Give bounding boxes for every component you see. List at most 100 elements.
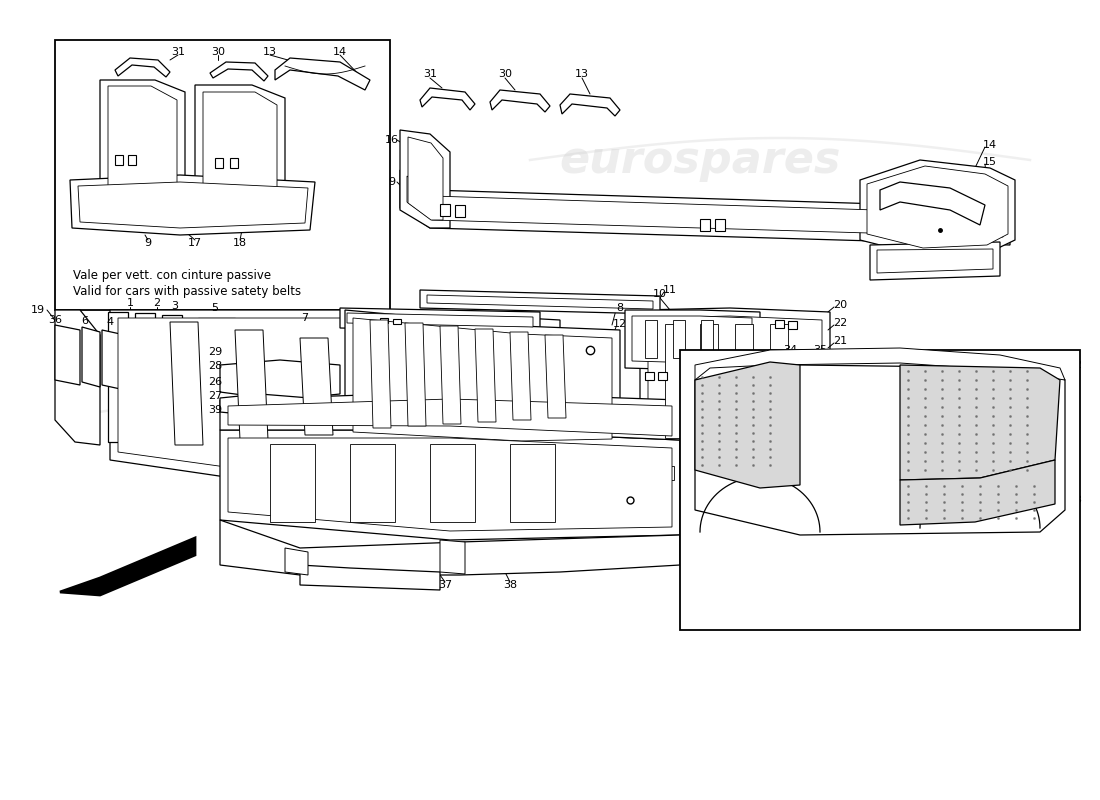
Text: 14: 14	[333, 47, 348, 57]
Polygon shape	[198, 318, 235, 443]
Polygon shape	[70, 175, 315, 235]
Text: Vale per vett. con cinture passive: Vale per vett. con cinture passive	[73, 270, 271, 282]
Text: 34: 34	[783, 345, 798, 355]
Text: 22: 22	[833, 318, 847, 328]
Polygon shape	[658, 372, 667, 380]
Polygon shape	[195, 85, 285, 214]
Polygon shape	[440, 204, 450, 216]
Polygon shape	[877, 249, 993, 273]
Text: 38: 38	[503, 580, 517, 590]
Text: 25: 25	[738, 500, 752, 510]
Polygon shape	[750, 466, 764, 480]
Polygon shape	[118, 318, 550, 476]
Polygon shape	[228, 399, 672, 436]
Polygon shape	[420, 290, 660, 314]
Text: 28: 28	[208, 361, 222, 371]
Polygon shape	[867, 166, 1008, 248]
Polygon shape	[900, 460, 1055, 525]
Polygon shape	[220, 394, 310, 416]
Text: Valid for cars with passive satety belts: Valid for cars with passive satety belts	[73, 285, 301, 298]
Polygon shape	[210, 62, 268, 81]
Polygon shape	[632, 316, 752, 363]
Polygon shape	[648, 462, 822, 487]
Polygon shape	[735, 324, 754, 438]
Polygon shape	[705, 466, 719, 480]
Polygon shape	[475, 329, 496, 422]
Polygon shape	[788, 321, 798, 329]
Text: 17: 17	[188, 238, 202, 248]
Text: 6: 6	[81, 316, 88, 326]
Polygon shape	[116, 155, 123, 165]
Polygon shape	[430, 354, 463, 425]
Text: 20: 20	[833, 300, 847, 310]
Text: 11: 11	[663, 285, 676, 295]
Polygon shape	[700, 219, 710, 231]
Bar	[680, 350, 1080, 630]
Polygon shape	[660, 466, 674, 480]
Polygon shape	[55, 325, 80, 385]
Text: 3: 3	[172, 301, 178, 311]
Polygon shape	[673, 320, 685, 358]
Text: 31: 31	[424, 69, 437, 79]
Text: 39: 39	[208, 405, 222, 415]
Polygon shape	[860, 160, 1015, 255]
Polygon shape	[220, 520, 680, 575]
Text: 4: 4	[107, 317, 113, 327]
Text: eurospares: eurospares	[559, 389, 840, 431]
Polygon shape	[270, 444, 315, 522]
Polygon shape	[715, 219, 725, 231]
Polygon shape	[162, 315, 182, 442]
Polygon shape	[645, 372, 654, 380]
Polygon shape	[440, 326, 461, 424]
Text: 7: 7	[301, 313, 309, 323]
Text: 2: 2	[153, 298, 161, 308]
Polygon shape	[405, 323, 426, 426]
Polygon shape	[400, 130, 450, 228]
Polygon shape	[870, 242, 1000, 280]
Text: 24: 24	[771, 500, 785, 510]
Text: 19: 19	[31, 305, 45, 315]
Text: 13: 13	[263, 47, 277, 57]
Polygon shape	[640, 308, 830, 454]
Text: 10: 10	[653, 289, 667, 299]
Text: 37: 37	[438, 580, 452, 590]
Polygon shape	[490, 90, 550, 112]
Polygon shape	[430, 444, 475, 522]
Text: 14: 14	[983, 140, 997, 150]
Polygon shape	[695, 348, 1065, 380]
Text: 36: 36	[48, 315, 62, 325]
Polygon shape	[544, 335, 566, 418]
Polygon shape	[350, 444, 395, 522]
Polygon shape	[82, 327, 100, 387]
Text: 30: 30	[211, 47, 226, 57]
Text: 9: 9	[388, 177, 396, 187]
Polygon shape	[695, 365, 1065, 535]
Polygon shape	[100, 80, 185, 212]
Text: 33: 33	[1068, 495, 1082, 505]
Text: 27: 27	[208, 391, 222, 401]
Polygon shape	[340, 308, 540, 332]
Polygon shape	[228, 438, 672, 531]
Polygon shape	[300, 338, 333, 435]
Polygon shape	[379, 318, 388, 323]
Text: 35: 35	[813, 345, 827, 355]
Text: Vale per CH – Valid for CH: Vale per CH – Valid for CH	[800, 603, 960, 617]
Polygon shape	[300, 565, 440, 590]
Polygon shape	[60, 538, 195, 595]
Text: 16: 16	[385, 135, 399, 145]
Polygon shape	[135, 313, 155, 442]
Polygon shape	[220, 360, 340, 400]
Polygon shape	[645, 320, 657, 358]
Text: 18: 18	[233, 238, 248, 248]
Polygon shape	[510, 332, 531, 420]
Polygon shape	[370, 320, 390, 428]
Polygon shape	[220, 392, 680, 440]
Text: 9: 9	[144, 238, 152, 248]
Text: 29: 29	[208, 347, 222, 357]
Polygon shape	[235, 330, 268, 440]
Polygon shape	[204, 92, 277, 205]
Text: 32: 32	[1068, 360, 1082, 370]
Polygon shape	[128, 155, 136, 165]
Polygon shape	[280, 328, 330, 440]
Polygon shape	[701, 320, 713, 358]
